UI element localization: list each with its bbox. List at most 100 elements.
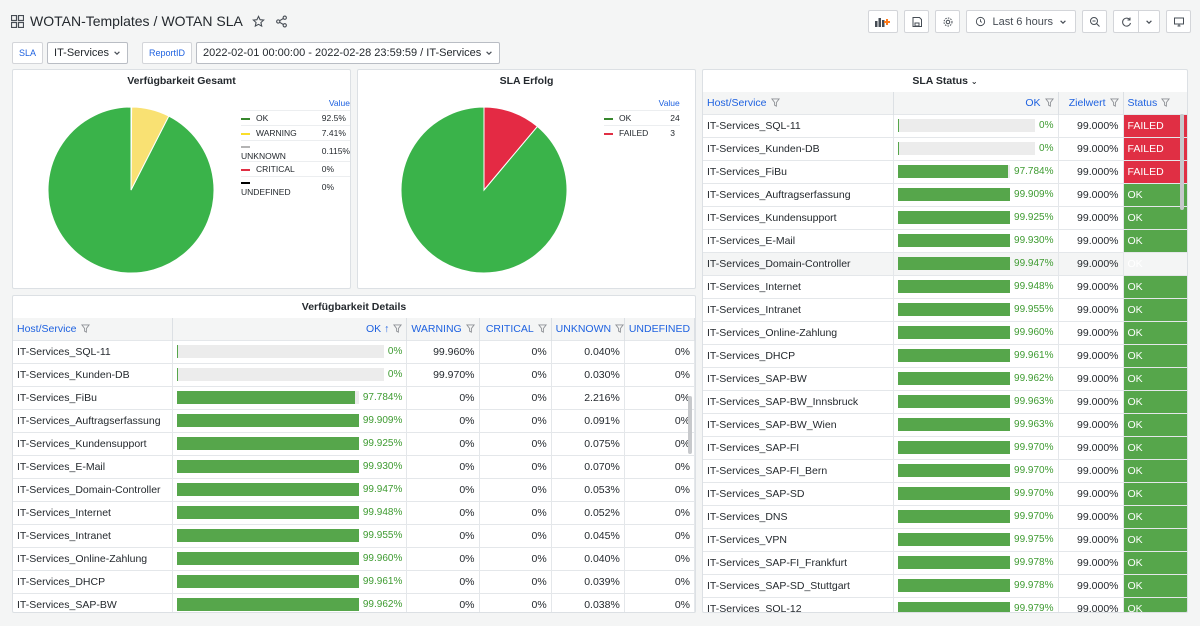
target-cell: 99.000% xyxy=(1058,596,1124,612)
panel-sla-status[interactable]: SLA Status ⌄ Host/Service OK Zielwert St… xyxy=(702,69,1188,613)
column-header-host[interactable]: Host/Service xyxy=(703,92,894,114)
star-icon[interactable] xyxy=(251,14,266,28)
target-cell: 99.000% xyxy=(1058,389,1124,413)
pie-slice-unknown[interactable] xyxy=(130,106,133,191)
filter-icon[interactable] xyxy=(1161,98,1171,107)
table-row[interactable]: IT-Services_DHCP 99.961% 99.000% OK xyxy=(703,343,1187,367)
table-row[interactable]: IT-Services_Kundensupport 99.925% 0% 0% 0.07… xyxy=(13,431,695,455)
filter-icon[interactable] xyxy=(393,324,403,333)
table-row[interactable]: IT-Services_SAP-FI_Frankfurt 99.978% 99.00… xyxy=(703,550,1187,574)
panel-availability-details[interactable]: Verfügbarkeit Details Host/Service OK ↑ … xyxy=(12,295,696,613)
column-header-critical[interactable]: CRITICAL xyxy=(479,318,552,340)
add-panel-button[interactable] xyxy=(868,10,899,33)
legend-item[interactable]: UNKNOWN 0.115% xyxy=(241,140,350,162)
refresh-interval-dropdown[interactable] xyxy=(1138,11,1159,32)
filter-icon[interactable] xyxy=(770,98,780,107)
table-row[interactable]: IT-Services_Internet 99.948% 99.000% OK xyxy=(703,274,1187,298)
table-row[interactable]: IT-Services_SAP-SD 99.970% 99.000% OK xyxy=(703,481,1187,505)
scrollbar[interactable] xyxy=(688,396,692,454)
table-row[interactable]: IT-Services_SAP-BW_Wien 99.963% 99.000% OK xyxy=(703,412,1187,436)
table-row[interactable]: IT-Services_SAP-BW_Innsbruck 99.963% 99.00… xyxy=(703,389,1187,413)
share-icon[interactable] xyxy=(275,14,289,28)
pie-slice-failed[interactable] xyxy=(483,106,539,192)
column-header-status[interactable]: Status xyxy=(1123,92,1187,114)
table-row[interactable]: IT-Services_SQL-11 0% 99.960% 0% 0.040% 0% xyxy=(13,339,695,363)
sort-asc-icon: ↑ xyxy=(384,322,390,335)
table-row[interactable]: IT-Services_Domain-Controller 99.947% 0% 0%… xyxy=(13,477,695,501)
legend-item[interactable]: CRITICAL 0% xyxy=(241,161,350,177)
target-cell: 99.000% xyxy=(1058,113,1124,137)
scrollbar[interactable] xyxy=(1180,114,1184,210)
column-header-ok[interactable]: OK ↑ xyxy=(172,318,408,340)
legend-item[interactable]: FAILED 3 xyxy=(604,125,680,141)
column-header-host[interactable]: Host/Service xyxy=(13,318,173,340)
table-row[interactable]: IT-Services_Kundensupport 99.925% 99.000% O… xyxy=(703,205,1187,229)
legend-item[interactable]: UNDEFINED 0% xyxy=(241,176,350,197)
table-row[interactable]: IT-Services_Auftragserfassung 99.909% 0% 0%… xyxy=(13,408,695,432)
table-row[interactable]: IT-Services_Auftragserfassung 99.909% 99.0… xyxy=(703,182,1187,206)
refresh-button[interactable] xyxy=(1114,11,1138,32)
column-header-target[interactable]: Zielwert xyxy=(1058,92,1124,114)
table-row[interactable]: IT-Services_Intranet 99.955% 99.000% OK xyxy=(703,297,1187,321)
table-row[interactable]: IT-Services_Online-Zahlung 99.960% 0% 0% 0.0… xyxy=(13,546,695,570)
legend-item[interactable]: WARNING 7.41% xyxy=(241,125,350,141)
table-row[interactable]: IT-Services_VPN 99.975% 99.000% OK xyxy=(703,527,1187,551)
table-row[interactable]: IT-Services_SAP-FI 99.970% 99.000% OK xyxy=(703,435,1187,459)
table-row[interactable]: IT-Services_FiBu 97.784% 0% 0% 2.216% 0% xyxy=(13,385,695,409)
tv-mode-button[interactable] xyxy=(1166,10,1191,33)
zoom-out-button[interactable] xyxy=(1082,10,1107,33)
table-row[interactable]: IT-Services_DNS 99.970% 99.000% OK xyxy=(703,504,1187,528)
panel-availability-total[interactable]: Verfügbarkeit Gesamt Value OK 92.5% WARNIN… xyxy=(12,69,351,289)
table-row[interactable]: IT-Services_E-Mail 99.930% 99.000% OK xyxy=(703,228,1187,252)
column-header-warning[interactable]: WARNING xyxy=(406,318,480,340)
table-row[interactable]: IT-Services_E-Mail 99.930% 0% 0% 0.070% 0% xyxy=(13,454,695,478)
table-row[interactable]: IT-Services_SQL-12 99.979% 99.000% OK xyxy=(703,596,1187,612)
column-header-ok[interactable]: OK xyxy=(893,92,1059,114)
table-row[interactable]: IT-Services_SQL-11 0% 99.000% FAILED xyxy=(703,113,1187,137)
column-header-unknown[interactable]: UNKNOWN xyxy=(551,318,625,340)
table-row[interactable]: IT-Services_SAP-FI_Bern 99.970% 99.000% OK xyxy=(703,458,1187,482)
table-row[interactable]: IT-Services_SAP-BW 99.962% 99.000% OK xyxy=(703,366,1187,390)
folder-link[interactable]: WOTAN-Templates xyxy=(30,13,150,29)
warning-cell: 0% xyxy=(406,546,480,570)
host-service-cell: IT-Services_SAP-FI_Frankfurt xyxy=(703,550,894,574)
ok-gauge-cell: 99.948% xyxy=(893,274,1059,298)
column-header-undefined[interactable]: UNDEFINED xyxy=(624,318,695,340)
panel-title-row[interactable]: SLA Status ⌄ xyxy=(703,70,1187,92)
legend-item[interactable]: OK 92.5% xyxy=(241,110,350,126)
save-dashboard-button[interactable] xyxy=(904,10,930,33)
filter-icon[interactable] xyxy=(1109,98,1119,107)
table-row[interactable]: IT-Services_DHCP 99.961% 0% 0% 0.039% 0% xyxy=(13,569,695,593)
ok-gauge-cell: 99.963% xyxy=(893,389,1059,413)
table-row[interactable]: IT-Services_Intranet 99.955% 0% 0% 0.045% 0% xyxy=(13,523,695,547)
table-row[interactable]: IT-Services_Kunden-DB 0% 99.970% 0% 0.030% 0% xyxy=(13,362,695,386)
variable-select-reportid[interactable]: 2022-02-01 00:00:00 - 2022-02-28 23:59:5… xyxy=(196,42,501,64)
legend-item[interactable]: OK 24 xyxy=(604,110,680,126)
ok-gauge-cell: 99.979% xyxy=(893,596,1059,612)
settings-button[interactable] xyxy=(935,10,961,33)
table-row[interactable]: IT-Services_FiBu 97.784% 99.000% FAILED xyxy=(703,159,1187,183)
table-row[interactable]: IT-Services_Online-Zahlung 99.960% 99.000%… xyxy=(703,320,1187,344)
table-row[interactable]: IT-Services_Domain-Controller 99.947% 99.0… xyxy=(703,251,1187,275)
filter-icon[interactable] xyxy=(537,324,547,333)
panel-sla-success[interactable]: SLA Erfolg Value OK 24 FAILED 3 xyxy=(357,69,696,289)
filter-icon[interactable] xyxy=(615,324,624,333)
dashboard-title[interactable]: WOTAN SLA xyxy=(161,13,243,29)
ok-gauge-bar xyxy=(897,441,1011,454)
unknown-cell: 0.030% xyxy=(551,362,625,386)
filter-icon[interactable] xyxy=(80,324,90,333)
target-cell: 99.000% xyxy=(1058,458,1124,482)
table-row[interactable]: IT-Services_SAP-BW 99.962% 0% 0% 0.038% 0% xyxy=(13,592,695,612)
time-picker-button[interactable]: Last 6 hours xyxy=(966,10,1076,33)
table-row[interactable]: IT-Services_SAP-SD_Stuttgart 99.978% 99.00… xyxy=(703,573,1187,597)
table-row[interactable]: IT-Services_Internet 99.948% 0% 0% 0.052% 0% xyxy=(13,500,695,524)
variable-select-sla[interactable]: IT-Services xyxy=(47,42,129,64)
warning-cell: 0% xyxy=(406,569,480,593)
legend-value: 24 xyxy=(648,110,680,126)
filter-icon[interactable] xyxy=(1044,98,1054,107)
ok-gauge-bar xyxy=(176,506,359,519)
status-badge: OK xyxy=(1123,182,1187,206)
filter-icon[interactable] xyxy=(465,324,475,333)
legend-swatch xyxy=(241,181,250,184)
table-row[interactable]: IT-Services_Kunden-DB 0% 99.000% FAILED xyxy=(703,136,1187,160)
